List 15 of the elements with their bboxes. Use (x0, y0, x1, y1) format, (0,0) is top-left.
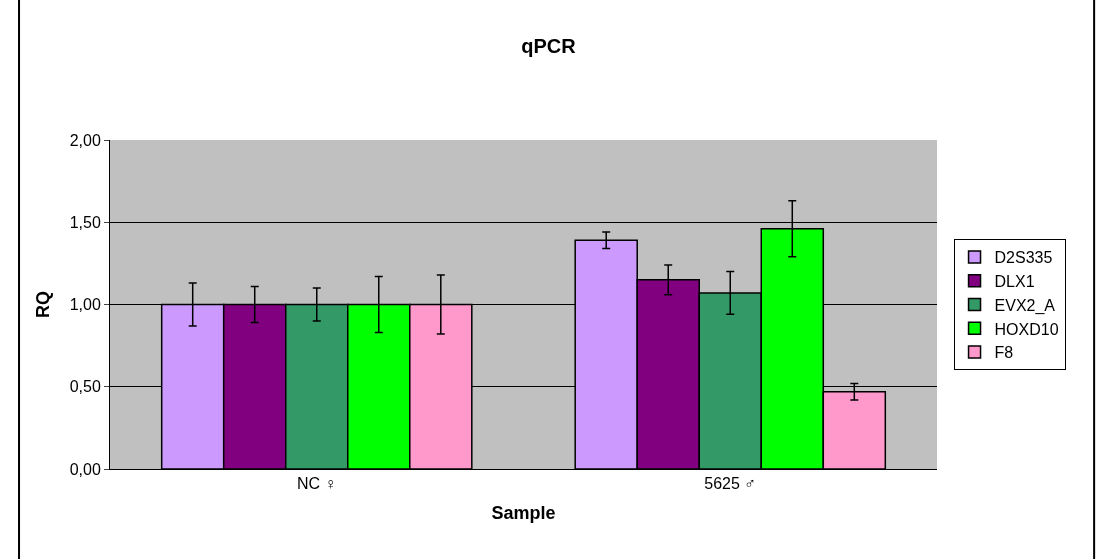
y-tick-label: 2,00 (69, 131, 101, 149)
y-tick-label: 0,50 (69, 378, 101, 396)
legend-label: F8 (994, 344, 1014, 362)
legend-label: HOXD10 (994, 320, 1059, 338)
y-tick-label: 1,00 (69, 296, 101, 314)
y-tick-label: 1,50 (69, 213, 101, 231)
y-axis-title: RQ (32, 291, 53, 318)
x-tick-label: NC ♀ (296, 475, 337, 493)
x-axis-title: Sample (491, 503, 556, 524)
legend-label: DLX1 (994, 272, 1035, 290)
x-tick-label: 5625 ♂ (704, 475, 757, 493)
y-tick-label: 0,00 (69, 460, 101, 478)
legend-label: D2S335 (994, 249, 1053, 267)
chart-title: qPCR (521, 35, 577, 58)
legend-label: EVX2_A (994, 296, 1056, 315)
